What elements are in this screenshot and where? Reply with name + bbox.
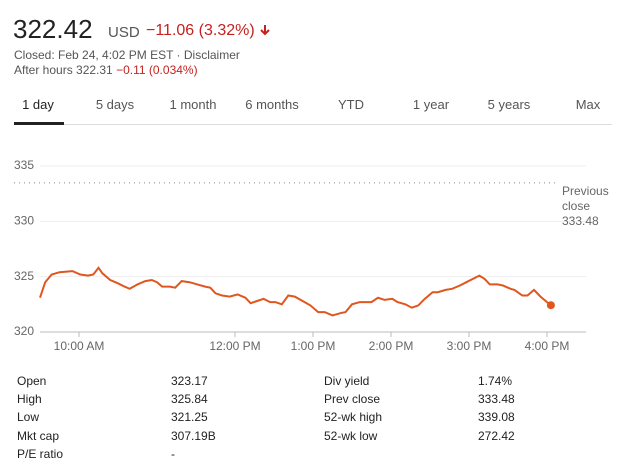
tab[interactable]: 5 years	[487, 97, 531, 112]
x-tick-label: 3:00 PM	[447, 339, 492, 353]
previous-close-value: 333.48	[562, 214, 599, 228]
chart: 320 325 330 335 10:00 AM 12:00 PM 1:00 PM 2:00 …	[14, 158, 586, 353]
tab[interactable]: 1 month	[169, 97, 217, 112]
y-tick-label: 325	[14, 269, 34, 283]
stat-value: 333.48	[478, 392, 515, 406]
stat-value: 272.42	[478, 429, 515, 443]
tab[interactable]: 6 months	[245, 97, 299, 112]
stat-value: 307.19B	[171, 429, 216, 443]
stat-value: 321.25	[171, 410, 208, 424]
stat-value: 323.17	[171, 374, 208, 388]
x-tick-label: 12:00 PM	[209, 339, 260, 353]
separator	[14, 124, 612, 125]
stat-label: Open	[17, 374, 47, 388]
stat-label: Prev close	[324, 392, 381, 406]
stat-value: 325.84	[171, 392, 208, 406]
change-text: −11.06 (3.32%)	[146, 22, 255, 39]
active-underline	[14, 122, 64, 125]
y-tick-label: 335	[14, 158, 34, 172]
tab[interactable]: 1 year	[412, 97, 450, 112]
tab[interactable]: Max	[575, 97, 601, 112]
closed-info: Closed: Feb 24, 4:02 PM EST · Disclaimer	[14, 48, 240, 62]
after-hours-change: −0.11 (0.034%)	[116, 63, 198, 77]
change: −11.06 (3.32%)	[146, 22, 271, 40]
stat-label: 52-wk low	[324, 429, 378, 443]
stat-value: 1.74%	[478, 374, 513, 388]
stat-label: High	[17, 392, 42, 406]
tab[interactable]: 5 days	[95, 97, 135, 112]
tab[interactable]: YTD	[338, 97, 364, 112]
y-tick-label: 330	[14, 214, 34, 228]
x-tick-label: 10:00 AM	[54, 339, 105, 353]
x-tick-label: 2:00 PM	[369, 339, 414, 353]
stat-value: -	[171, 447, 175, 461]
stat-label: Div yield	[324, 374, 370, 388]
stat-label: Mkt cap	[17, 429, 60, 443]
closed-text: Closed: Feb 24, 4:02 PM EST ·	[14, 48, 181, 62]
down-arrow	[260, 25, 270, 36]
after-hours-text: After hours 322.31	[14, 63, 113, 77]
stat-label: P/E ratio	[17, 447, 64, 461]
x-tick-label: 4:00 PM	[525, 339, 570, 353]
after-hours: After hours 322.31 −0.11 (0.034%)	[14, 63, 198, 77]
stat-value: 339.08	[478, 410, 515, 424]
disclaimer-link[interactable]: Disclaimer	[183, 48, 240, 62]
price-line	[39, 266, 552, 317]
y-tick-label: 320	[14, 324, 34, 338]
previous-close-label: Previous close	[562, 184, 609, 213]
last-point	[546, 301, 555, 310]
tab[interactable]: 1 day	[22, 97, 54, 112]
x-tick-label: 1:00 PM	[291, 339, 336, 353]
price: 322.42	[13, 14, 93, 44]
currency: USD	[108, 24, 140, 41]
stat-label: Low	[17, 410, 40, 424]
stat-label: 52-wk high	[324, 410, 383, 424]
